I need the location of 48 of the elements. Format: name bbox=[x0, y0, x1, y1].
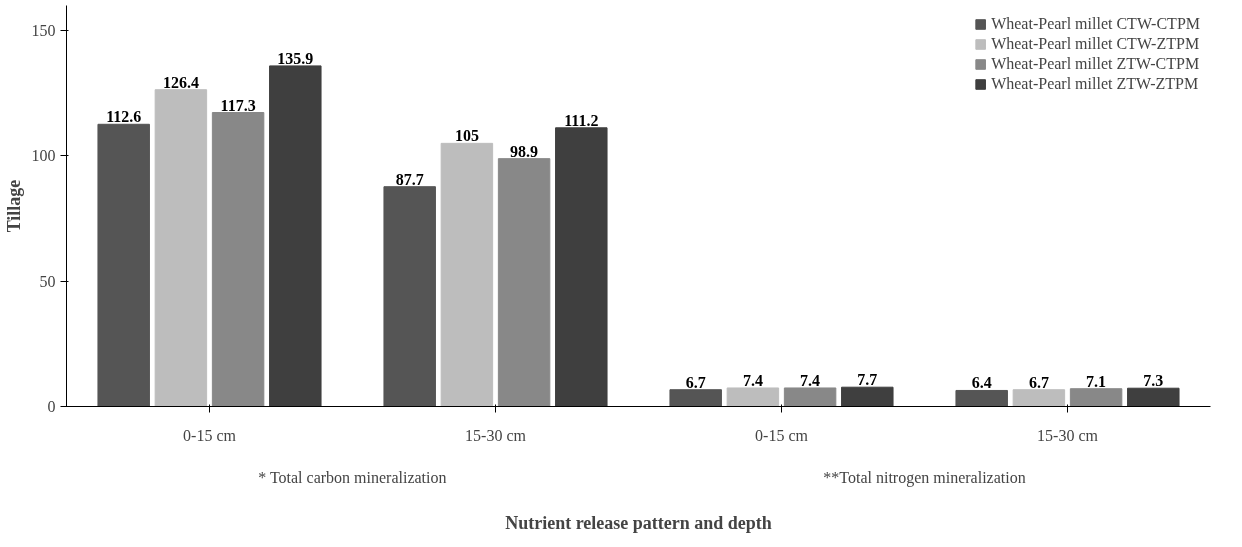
bar bbox=[269, 65, 322, 407]
data-label: 7.1 bbox=[1086, 372, 1107, 390]
bar bbox=[211, 112, 265, 407]
x-tick-label: 15-30 cm bbox=[465, 426, 527, 444]
bar bbox=[1127, 387, 1180, 407]
bar bbox=[1012, 389, 1066, 407]
bar bbox=[669, 389, 722, 407]
legend-label: Wheat-Pearl millet CTW-ZTPM bbox=[991, 35, 1200, 53]
data-label: 98.9 bbox=[510, 142, 539, 160]
x-tick-label: 0-15 cm bbox=[183, 426, 237, 444]
data-label: 135.9 bbox=[277, 49, 314, 67]
y-axis-title: Tillage bbox=[3, 179, 24, 233]
y-tick-label: 0 bbox=[47, 398, 56, 415]
x-axis-title: Nutrient release pattern and depth bbox=[505, 512, 772, 533]
bar bbox=[726, 387, 780, 407]
data-label: 7.4 bbox=[742, 371, 763, 389]
bar bbox=[783, 387, 837, 407]
text: * Total carbon mineralization bbox=[258, 468, 447, 486]
data-label: 7.3 bbox=[1143, 372, 1164, 390]
bar bbox=[497, 158, 551, 407]
y-tick-label: 50 bbox=[39, 272, 56, 290]
data-label: 126.4 bbox=[162, 73, 199, 91]
data-label: 112.6 bbox=[106, 108, 142, 126]
bar bbox=[1069, 388, 1123, 407]
data-label: 7.7 bbox=[857, 371, 878, 389]
data-label: 6.7 bbox=[1028, 373, 1049, 391]
text: **Total nitrogen mineralization bbox=[823, 468, 1026, 487]
data-label: 7.4 bbox=[800, 371, 821, 389]
bar bbox=[555, 127, 608, 407]
x-tick-label: 15-30 cm bbox=[1037, 426, 1099, 444]
data-label: 6.4 bbox=[971, 374, 992, 392]
data-label: 6.7 bbox=[685, 373, 706, 391]
bar bbox=[383, 186, 436, 407]
y-tick-label: 150 bbox=[31, 22, 56, 40]
bar bbox=[440, 142, 494, 407]
bar bbox=[97, 123, 150, 407]
legend-label: Wheat-Pearl millet CTW-CTPM bbox=[991, 15, 1200, 33]
data-label: 105 bbox=[454, 127, 479, 145]
bar bbox=[955, 389, 1008, 407]
bar bbox=[154, 89, 208, 407]
y-tick-label: 100 bbox=[31, 147, 56, 165]
x-tick-label: 0-15 cm bbox=[755, 426, 809, 444]
data-label: 111.2 bbox=[564, 111, 599, 129]
legend-label: Wheat-Pearl millet ZTW-CTPM bbox=[991, 55, 1200, 73]
data-label: 87.7 bbox=[395, 170, 424, 188]
data-label: 117.3 bbox=[220, 96, 256, 114]
legend-label: Wheat-Pearl millet ZTW-ZTPM bbox=[991, 75, 1199, 93]
bar bbox=[841, 386, 894, 407]
